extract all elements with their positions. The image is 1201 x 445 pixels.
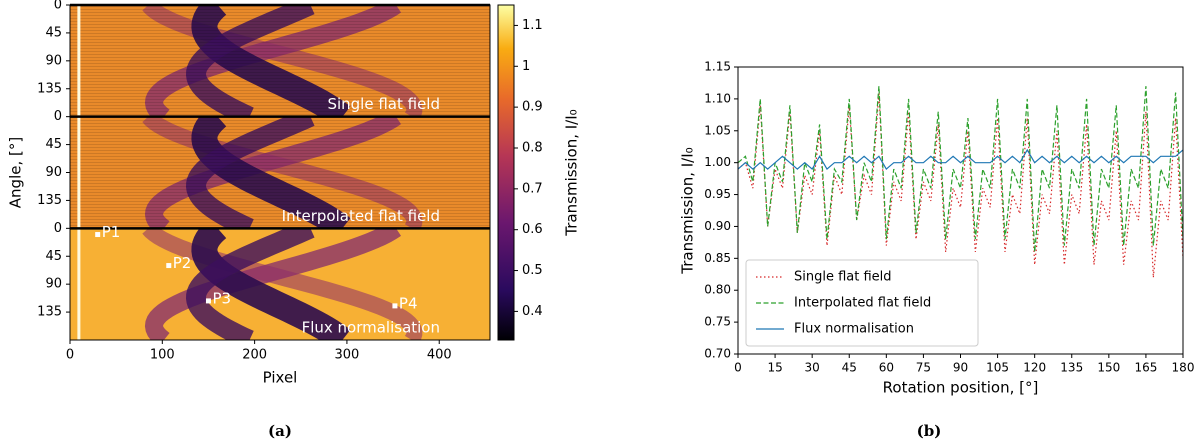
y-tick-label: 135 bbox=[37, 305, 62, 320]
x-tick-label: 105 bbox=[986, 361, 1009, 375]
point-marker bbox=[95, 232, 101, 238]
point-label: P1 bbox=[102, 223, 121, 241]
colorbar-tick-label: 0.4 bbox=[522, 304, 543, 319]
y-tick-label: 45 bbox=[45, 249, 62, 264]
y-tick-label: 135 bbox=[37, 81, 62, 96]
x-tick-label: 75 bbox=[916, 361, 931, 375]
colorbar-label: Transmission, I/I₀ bbox=[563, 109, 581, 236]
point-label: P4 bbox=[399, 294, 418, 312]
x-tick-label: 400 bbox=[427, 348, 452, 363]
x-tick-label: 200 bbox=[242, 348, 267, 363]
x-tick-label: 120 bbox=[1023, 361, 1046, 375]
sinogram-band bbox=[191, 228, 351, 340]
y-tick-label: 0.75 bbox=[704, 315, 731, 329]
y-tick-label: 90 bbox=[45, 277, 62, 292]
x-tick-label: 100 bbox=[150, 348, 175, 363]
caption-b: (b) bbox=[917, 422, 942, 440]
x-tick-label: 45 bbox=[842, 361, 857, 375]
y-tick-label: 90 bbox=[45, 165, 62, 180]
y-axis-label: Transmission, I/I₀ bbox=[679, 147, 697, 274]
x-axis-label: Pixel bbox=[263, 369, 298, 387]
bright-column bbox=[77, 116, 81, 229]
colorbar-tick-label: 0.9 bbox=[522, 100, 543, 115]
x-tick-label: 30 bbox=[805, 361, 820, 375]
legend-label: Interpolated flat field bbox=[794, 296, 931, 311]
sinogram-band bbox=[185, 228, 315, 340]
y-tick-label: 0 bbox=[54, 0, 62, 13]
x-tick-label: 300 bbox=[335, 348, 360, 363]
bright-column bbox=[77, 228, 81, 340]
y-tick-label: 0.80 bbox=[704, 283, 731, 297]
panel-label: Interpolated flat field bbox=[282, 207, 440, 225]
bright-column bbox=[77, 5, 81, 117]
sinogram bbox=[70, 228, 490, 340]
colorbar-tick-label: 1.1 bbox=[522, 18, 543, 33]
colorbar-tick-label: 0.7 bbox=[522, 181, 543, 196]
y-tick-label: 1.10 bbox=[704, 91, 731, 105]
point-marker bbox=[392, 303, 398, 309]
x-tick-label: 0 bbox=[66, 348, 74, 363]
point-label: P2 bbox=[173, 254, 192, 272]
legend-label: Flux normalisation bbox=[794, 322, 914, 337]
colorbar-tick-label: 0.6 bbox=[522, 222, 543, 237]
y-tick-label: 0.95 bbox=[704, 187, 731, 201]
x-tick-label: 150 bbox=[1097, 361, 1120, 375]
x-tick-label: 90 bbox=[953, 361, 968, 375]
legend-box bbox=[745, 259, 979, 347]
colorbar bbox=[497, 4, 515, 341]
colorbar-tick-label: 0.8 bbox=[522, 140, 543, 155]
series-line bbox=[737, 86, 1184, 253]
x-tick-label: 165 bbox=[1134, 361, 1157, 375]
point-marker bbox=[166, 263, 172, 269]
y-tick-label: 135 bbox=[37, 193, 62, 208]
x-tick-label: 0 bbox=[734, 361, 742, 375]
point-label: P3 bbox=[212, 289, 231, 307]
y-tick-label: 0 bbox=[54, 109, 62, 124]
colorbar-tick-label: 0.5 bbox=[522, 263, 543, 278]
frame bbox=[737, 66, 1184, 355]
y-tick-label: 0.70 bbox=[704, 347, 731, 361]
caption-a: (a) bbox=[268, 422, 292, 440]
series-line bbox=[737, 92, 1184, 278]
y-tick-label: 1.00 bbox=[704, 155, 731, 169]
legend-label: Single flat field bbox=[794, 270, 892, 285]
x-tick-label: 135 bbox=[1060, 361, 1083, 375]
y-tick-label: 1.05 bbox=[704, 123, 731, 137]
x-tick-label: 60 bbox=[879, 361, 894, 375]
frame bbox=[69, 4, 491, 341]
y-tick-label: 45 bbox=[45, 137, 62, 152]
y-tick-label: 0 bbox=[54, 221, 62, 236]
y-tick-label: 45 bbox=[45, 25, 62, 40]
stripes bbox=[70, 5, 490, 117]
panel-label: Single flat field bbox=[327, 95, 440, 113]
panel-label: Flux normalisation bbox=[302, 319, 440, 337]
y-tick-label: 1.15 bbox=[704, 60, 731, 74]
colorbar-tick-label: 1 bbox=[522, 59, 530, 74]
sinogram bbox=[70, 5, 490, 117]
point-marker bbox=[205, 298, 211, 304]
y-tick-label: 0.90 bbox=[704, 219, 731, 233]
sinogram bbox=[70, 116, 490, 229]
x-axis-label: Rotation position, [°] bbox=[883, 379, 1039, 397]
y-axis-label: Angle, [°] bbox=[7, 137, 25, 208]
x-tick-label: 180 bbox=[1172, 361, 1195, 375]
sinogram-band bbox=[142, 228, 423, 340]
stripes bbox=[70, 116, 490, 229]
series-line bbox=[737, 148, 1184, 170]
y-tick-label: 90 bbox=[45, 53, 62, 68]
y-tick-label: 0.85 bbox=[704, 251, 731, 265]
x-tick-label: 15 bbox=[767, 361, 782, 375]
